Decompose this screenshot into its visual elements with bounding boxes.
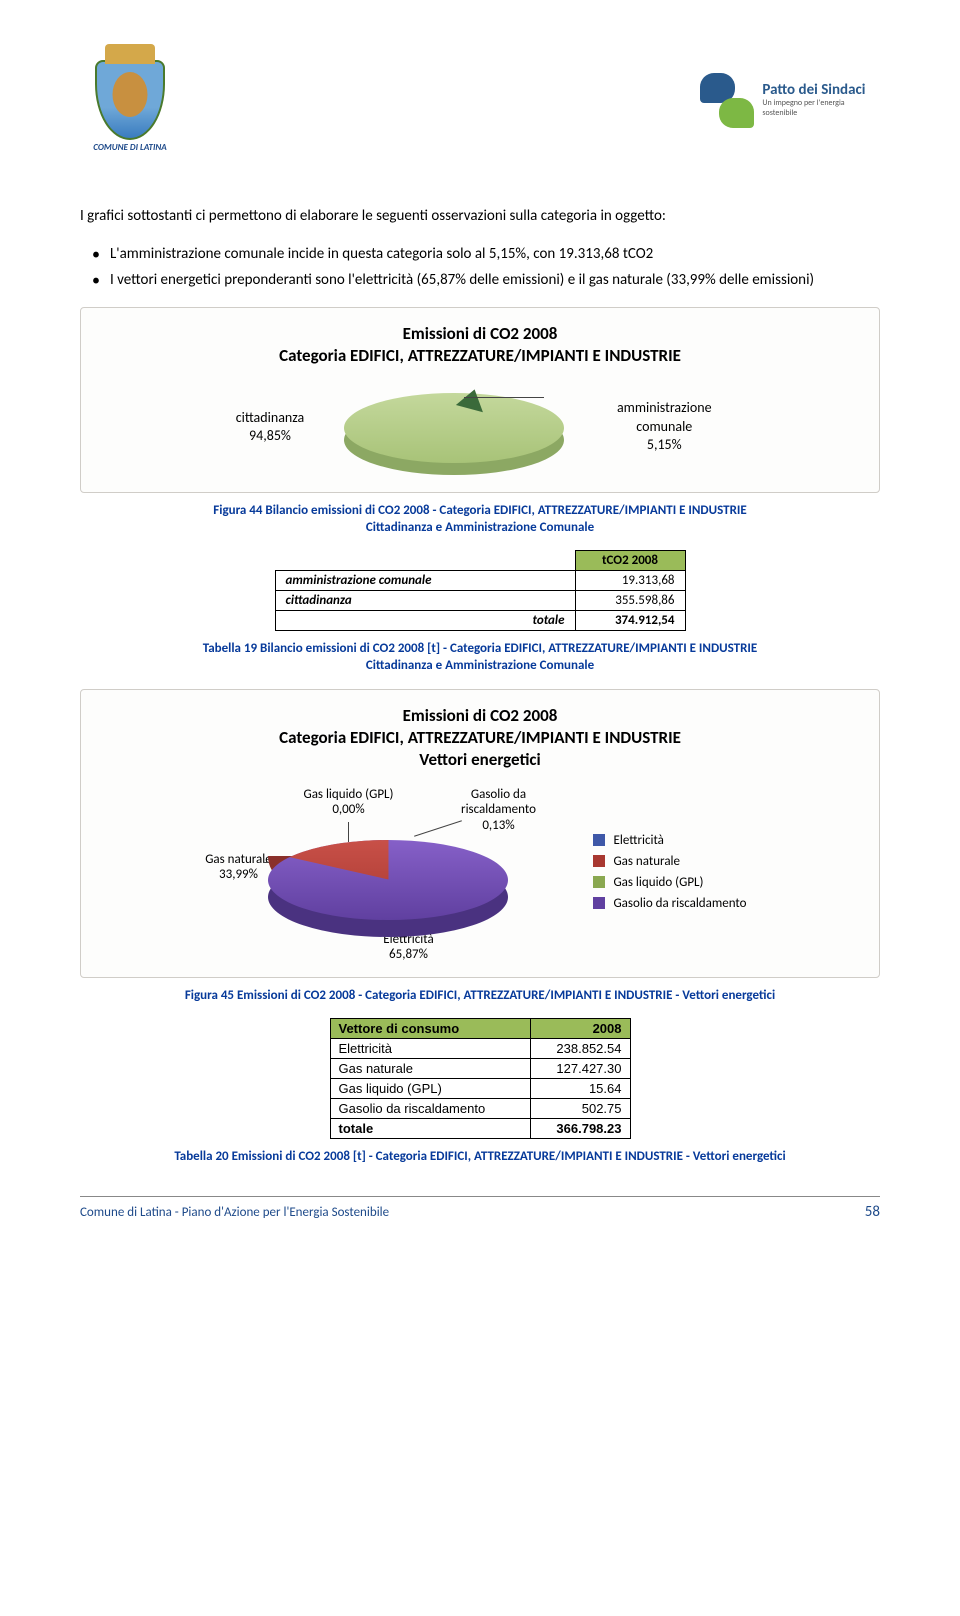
municipality-logo: COMUNE DI LATINA: [80, 60, 180, 170]
table-row-value: 502.75: [530, 1099, 630, 1119]
chart2-title-line3: Vettori energetici: [101, 749, 859, 771]
intro-paragraph: I grafici sottostanti ci permettono di e…: [80, 205, 880, 228]
table-19: tCO2 2008 amministrazione comunale19.313…: [275, 550, 686, 631]
list-item: I vettori energetici preponderanti sono …: [110, 269, 880, 292]
table1-header: tCO2 2008: [575, 551, 685, 571]
table-row-label: amministrazione comunale: [275, 571, 575, 591]
table1-total-label: totale: [275, 611, 575, 631]
legend-item: Elettricità: [593, 833, 746, 848]
legend-color-icon: [593, 876, 605, 888]
figure-44-caption: Figura 44 Bilancio emissioni di CO2 2008…: [80, 503, 880, 537]
figure-45-caption: Figura 45 Emissioni di CO2 2008 - Catego…: [80, 988, 880, 1005]
list-item: L'amministrazione comunale incide in que…: [110, 243, 880, 266]
legend-color-icon: [593, 855, 605, 867]
chart2-title-line1: Emissioni di CO2 2008: [101, 705, 859, 727]
patto-icon: [700, 73, 754, 128]
pie-chart-1: [344, 387, 564, 467]
chart1-right-label: amministrazione comunale 5,15%: [604, 399, 724, 454]
legend-item: Gasolio da riscaldamento: [593, 896, 746, 911]
table-row-value: 238.852.54: [530, 1039, 630, 1059]
page-header: COMUNE DI LATINA Patto dei Sindaci Un im…: [80, 60, 880, 170]
patto-subtitle: Un impegno per l'energia sostenibile: [762, 99, 880, 118]
legend-item: Gas naturale: [593, 854, 746, 869]
table-row-label: Elettricità: [330, 1039, 530, 1059]
chart1-title-line1: Emissioni di CO2 2008: [101, 323, 859, 345]
legend-color-icon: [593, 897, 605, 909]
legend-color-icon: [593, 834, 605, 846]
table-row-label: Gas naturale: [330, 1059, 530, 1079]
patto-title: Patto dei Sindaci: [762, 81, 880, 99]
bullet-list: L'amministrazione comunale incide in que…: [80, 243, 880, 292]
page-footer: Comune di Latina - Piano d'Azione per l'…: [80, 1196, 880, 1221]
table2-col2: 2008: [530, 1019, 630, 1039]
table-row-label: Gas liquido (GPL): [330, 1079, 530, 1099]
chart2-label-gpl: Gas liquido (GPL) 0,00%: [283, 787, 413, 818]
table-19-caption: Tabella 19 Bilancio emissioni di CO2 200…: [80, 641, 880, 675]
chart2-label-gasolio: Gasolio da riscaldamento 0,13%: [443, 787, 553, 834]
table-20: Vettore di consumo2008 Elettricità238.85…: [330, 1018, 631, 1139]
table-row-value: 355.598,86: [575, 591, 685, 611]
chart2-title-line2: Categoria EDIFICI, ATTREZZATURE/IMPIANTI…: [101, 727, 859, 749]
table-row-value: 19.313,68: [575, 571, 685, 591]
table-row-label: cittadinanza: [275, 591, 575, 611]
legend-item: Gas liquido (GPL): [593, 875, 746, 890]
table-row-value: 15.64: [530, 1079, 630, 1099]
pie-chart-2: [268, 832, 508, 932]
chart2-container: Emissioni di CO2 2008 Categoria EDIFICI,…: [80, 689, 880, 977]
chart1-container: Emissioni di CO2 2008 Categoria EDIFICI,…: [80, 307, 880, 493]
chart1-title-line2: Categoria EDIFICI, ATTREZZATURE/IMPIANTI…: [101, 345, 859, 367]
table-20-caption: Tabella 20 Emissioni di CO2 2008 [t] - C…: [80, 1149, 880, 1166]
footer-text: Comune di Latina - Piano d'Azione per l'…: [80, 1205, 389, 1220]
table-row-value: 127.427.30: [530, 1059, 630, 1079]
chart1-left-label: cittadinanza 94,85%: [236, 409, 305, 445]
table2-col1: Vettore di consumo: [330, 1019, 530, 1039]
table2-total-label: totale: [330, 1119, 530, 1139]
page-number: 58: [865, 1203, 880, 1221]
patto-logo: Patto dei Sindaci Un impegno per l'energ…: [700, 60, 880, 140]
table2-total-value: 366.798.23: [530, 1119, 630, 1139]
table-row-label: Gasolio da riscaldamento: [330, 1099, 530, 1119]
chart2-legend: Elettricità Gas naturale Gas liquido (GP…: [593, 827, 746, 917]
municipality-banner: COMUNE DI LATINA: [80, 142, 180, 153]
table1-total-value: 374.912,54: [575, 611, 685, 631]
